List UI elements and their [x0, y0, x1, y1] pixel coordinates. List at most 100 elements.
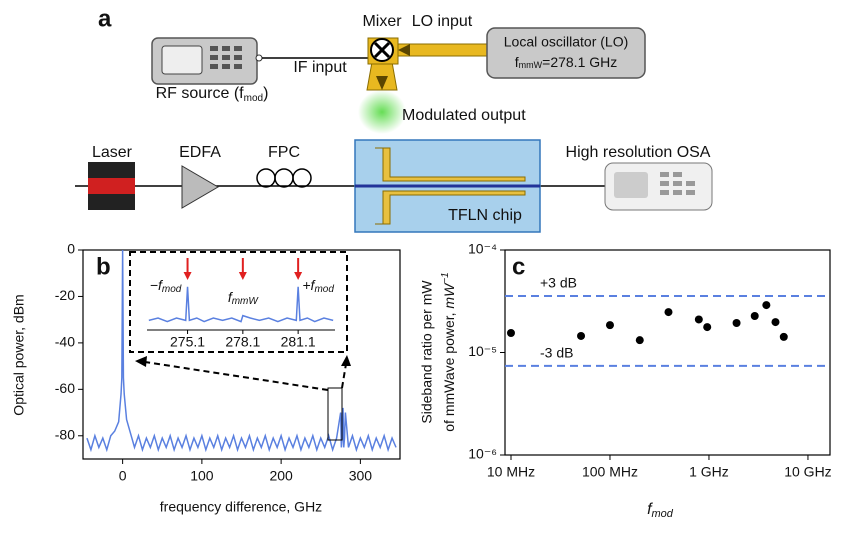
chart-c: 10 MHz 100 MHz 1 GHz 10 GHz 10⁻⁶ 10⁻⁵ 10⁻⁴ +3 d…	[468, 241, 832, 480]
text: +f	[302, 277, 316, 293]
mixer-label: Mixer	[362, 13, 402, 30]
y-axis-label: Sideband ratio per mW	[419, 280, 435, 424]
x-tick-label: 0	[119, 468, 127, 484]
plot-frame	[82, 249, 401, 460]
y-tick-label: -20	[55, 287, 75, 303]
data-point	[779, 332, 788, 341]
data-point	[506, 328, 515, 337]
inset-annotation: +fmod	[302, 277, 334, 295]
data-point	[577, 331, 586, 340]
mixer-cross	[373, 41, 391, 59]
y-tick-label: 10⁻⁶	[468, 446, 497, 462]
y-tick-label: 10⁻⁴	[468, 241, 497, 257]
data-point	[750, 312, 759, 321]
rf-source-buttons	[210, 46, 242, 69]
x-tick-label: 200	[269, 468, 293, 484]
reference-label: +3 dB	[540, 275, 577, 291]
chart-b: 0 100 200 300 0 -20 -40 -60 -80	[55, 241, 401, 484]
subscript: mod	[314, 284, 334, 295]
arrowhead	[341, 355, 351, 366]
subscript: mmW	[519, 60, 543, 70]
x-tick-label: 300	[349, 468, 373, 484]
subscript: mod	[162, 284, 182, 295]
inset-annotation: −fmod	[150, 277, 182, 295]
y-axis-label: Optical power, dBm	[11, 294, 27, 415]
data-point	[664, 308, 673, 317]
text: f	[228, 289, 234, 305]
chip-label: TFLN chip	[448, 207, 522, 224]
text: )	[263, 85, 268, 102]
zoom-arrows	[144, 361, 347, 391]
x-tick-label: 10 GHz	[784, 464, 831, 480]
subscript: mod	[244, 93, 263, 104]
x-axis-label: frequency difference, GHz	[160, 499, 322, 515]
red-arrowhead	[294, 272, 303, 280]
text: RF source (f	[156, 85, 245, 102]
data-point	[635, 336, 644, 345]
laser-label: Laser	[92, 144, 133, 161]
lo-frequency: fmmW=278.1 GHz	[515, 54, 618, 71]
rf-source-label: RF source (fmod)	[156, 85, 269, 103]
data-point	[694, 315, 703, 324]
osa-buttons	[660, 172, 695, 195]
superscript: −1	[440, 272, 451, 283]
edfa-symbol	[181, 165, 219, 209]
laser-beam	[88, 178, 135, 194]
text: f	[647, 501, 653, 518]
text: mW	[441, 282, 457, 309]
electrode	[375, 147, 526, 182]
lo-waveguide	[397, 43, 491, 57]
y-tick-label: -40	[55, 334, 75, 350]
lo-arrow	[398, 44, 410, 56]
data-point	[703, 323, 712, 332]
text: −f	[150, 277, 164, 293]
x-axis-label: fmod	[647, 501, 674, 520]
lo-title: Local oscillator (LO)	[504, 34, 629, 50]
data-point	[771, 318, 780, 327]
panel-label: a	[98, 5, 112, 32]
subscript: mmW	[232, 296, 260, 307]
lo-input-label: LO input	[412, 13, 473, 30]
inset-annotation: fmmW	[228, 289, 260, 307]
x-tick-label: 100	[190, 468, 214, 484]
x-tick-label: 100 MHz	[582, 464, 638, 480]
reference-label: -3 dB	[540, 345, 573, 361]
x-tick-label: 278.1	[225, 334, 260, 350]
fpc-loops	[256, 168, 312, 188]
red-arrowhead	[183, 272, 192, 280]
text: of mmWave power,	[441, 309, 457, 432]
modulated-glow	[358, 90, 406, 134]
x-tick-label: 275.1	[170, 334, 205, 350]
osa-label: High resolution OSA	[566, 144, 711, 161]
edfa-label: EDFA	[179, 144, 221, 161]
zoom-box	[327, 387, 343, 441]
data-line	[148, 286, 334, 323]
x-tick-label: 1 GHz	[689, 464, 729, 480]
data-point	[732, 319, 741, 328]
red-arrowhead	[238, 272, 247, 280]
text: =278.1 GHz	[542, 54, 617, 70]
text: f	[515, 54, 519, 70]
rf-source-screen	[161, 45, 203, 75]
data-line	[86, 249, 397, 453]
y-tick-label: -60	[55, 380, 75, 396]
data-point	[605, 321, 614, 330]
osa-screen	[614, 172, 648, 198]
lo-box	[486, 27, 646, 79]
if-input-label: IF input	[293, 59, 347, 76]
y-tick-label: -80	[55, 426, 75, 442]
inset: 275.1 278.1 281.1−fmod fmmW+fmod	[147, 258, 335, 350]
rf-port	[255, 54, 263, 62]
inset-frame	[129, 251, 348, 353]
panel-label: c	[512, 253, 525, 280]
modulated-output-label: Modulated output	[402, 107, 526, 124]
fpc-label: FPC	[268, 144, 300, 161]
x-tick-label: 281.1	[281, 334, 316, 350]
electrode	[375, 190, 526, 225]
subscript: mod	[652, 508, 674, 520]
output-arrow	[376, 76, 388, 90]
data-point	[762, 301, 771, 310]
x-tick-label: 10 MHz	[487, 464, 535, 480]
panel-label: b	[96, 253, 111, 280]
